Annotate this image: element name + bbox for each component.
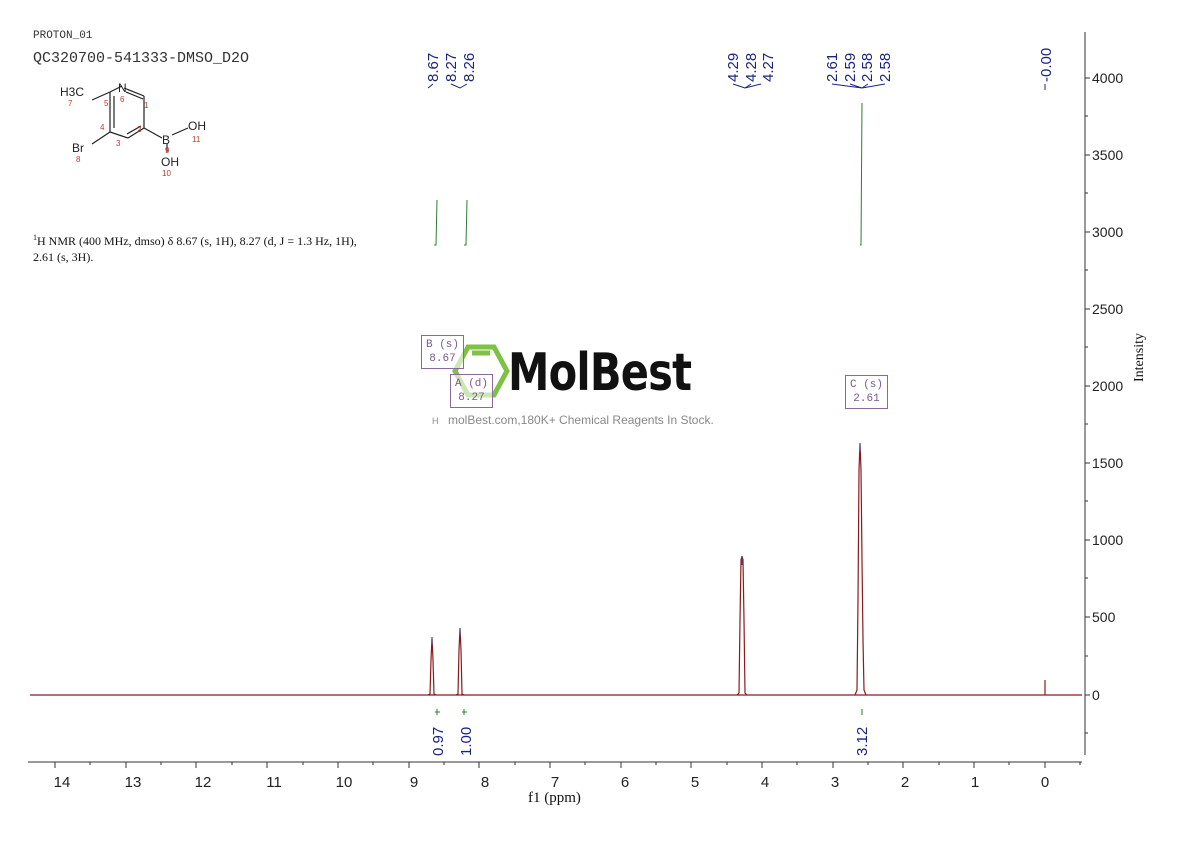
integral-value: 0.97 (430, 727, 447, 756)
svg-text:7: 7 (551, 774, 559, 791)
svg-text:10: 10 (162, 169, 171, 178)
multiplet-box-a[interactable]: A (d) 8.27 (450, 374, 494, 408)
svg-text:7: 7 (68, 99, 73, 108)
svg-text:11: 11 (266, 774, 282, 791)
svg-text:1: 1 (971, 774, 979, 791)
svg-text:8: 8 (76, 155, 81, 164)
svg-text:N: N (118, 81, 127, 95)
svg-text:8.27: 8.27 (443, 53, 460, 82)
spectrum-trace (30, 442, 1082, 696)
x-axis-ticks (54, 762, 1081, 768)
svg-text:4.27: 4.27 (760, 53, 777, 82)
svg-text:6: 6 (621, 774, 629, 791)
svg-text:2: 2 (137, 125, 142, 134)
sample-id: QC320700-541333-DMSO_D2O (33, 50, 250, 67)
svg-text:0: 0 (1041, 774, 1049, 791)
svg-text:B: B (162, 133, 170, 147)
svg-text:3500: 3500 (1092, 147, 1123, 163)
integral-value: 1.00 (458, 727, 475, 756)
svg-text:2500: 2500 (1092, 301, 1123, 317)
svg-text:8: 8 (481, 774, 489, 791)
svg-text:-0.00: -0.00 (1038, 48, 1055, 82)
svg-text:1000: 1000 (1092, 532, 1123, 548)
multiplet-box-c[interactable]: C (s) 2.61 (845, 375, 889, 409)
svg-text:3: 3 (831, 774, 839, 791)
molbest-logo-icon (452, 344, 510, 398)
svg-text:6: 6 (120, 95, 125, 104)
svg-text:2.58: 2.58 (859, 53, 876, 82)
svg-text:3000: 3000 (1092, 224, 1123, 240)
svg-text:3: 3 (116, 139, 121, 148)
integral-value: 3.12 (854, 727, 871, 756)
watermark-tagline: molBest.com,180K+ Chemical Reagents In S… (448, 413, 714, 427)
svg-text:OH: OH (188, 119, 206, 133)
watermark-brand: MolBest (508, 343, 692, 403)
svg-text:4: 4 (761, 774, 769, 791)
svg-text:13: 13 (125, 774, 142, 791)
svg-text:1500: 1500 (1092, 455, 1123, 471)
multiplet-box-b[interactable]: B (s) 8.67 (421, 335, 465, 369)
svg-text:Br: Br (72, 141, 84, 155)
svg-text:2.58: 2.58 (877, 53, 894, 82)
svg-text:9: 9 (165, 146, 170, 155)
nmr-description: 1H NMR (400 MHz, dmso) δ 8.67 (s, 1H), 8… (33, 233, 357, 264)
svg-text:8.26: 8.26 (461, 53, 478, 82)
svg-text:0: 0 (1092, 687, 1100, 703)
integral-curves (434, 102, 863, 246)
x-axis-label: f1 (ppm) (528, 790, 581, 806)
svg-text:500: 500 (1092, 609, 1116, 625)
x-tick-14: 14 (54, 774, 71, 791)
molecule-structure: H3C 7 N 6 1 2 3 4 5 Br 8 B 9 OH 10 OH 11 (60, 81, 206, 178)
svg-text:2.59: 2.59 (842, 53, 859, 82)
y-axis-ticks (1085, 77, 1090, 734)
svg-text:5: 5 (691, 774, 699, 791)
svg-text:OH: OH (161, 155, 179, 169)
svg-text:11: 11 (192, 135, 201, 144)
svg-text:1: 1 (144, 101, 149, 110)
svg-text:10: 10 (336, 774, 353, 791)
svg-text:5: 5 (104, 99, 109, 108)
svg-text:12: 12 (195, 774, 212, 791)
svg-text:2000: 2000 (1092, 378, 1123, 394)
svg-text:H: H (432, 416, 439, 426)
svg-text:4.28: 4.28 (743, 53, 760, 82)
svg-text:4: 4 (100, 123, 105, 132)
svg-text:9: 9 (410, 774, 418, 791)
y-tick-4000: 4000 (1092, 70, 1123, 86)
y-axis-label: Intensity (1132, 333, 1147, 382)
peak-label: 8.67 (425, 53, 442, 82)
peak-labels: 8.67 8.27 8.26 4.29 4.28 4.27 2.61 2.59 … (425, 48, 1055, 82)
atom-h3c: H3C (60, 85, 84, 99)
experiment-label: PROTON_01 (33, 30, 93, 42)
svg-text:2.61: 2.61 (824, 53, 841, 82)
svg-text:4.29: 4.29 (725, 53, 742, 82)
svg-text:2: 2 (901, 774, 909, 791)
